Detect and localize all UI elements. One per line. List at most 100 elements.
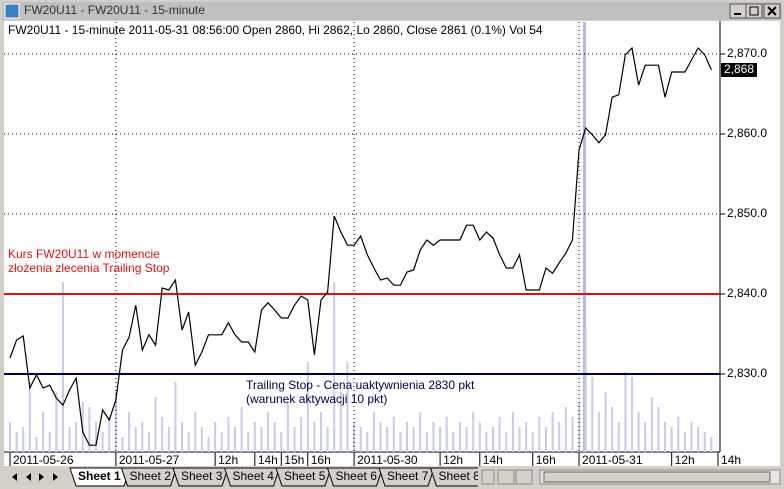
close-glyph — [767, 6, 777, 16]
sheet-tab-label[interactable]: Sheet 2 — [130, 469, 172, 483]
scroll-thumb[interactable] — [543, 471, 771, 483]
sheet-tab[interactable] — [429, 467, 486, 487]
app-icon — [4, 3, 20, 19]
volume-bar — [399, 432, 402, 452]
annotation: złożenia zlecenia Trailing Stop — [8, 261, 170, 275]
volume-bar — [637, 412, 640, 452]
volume-bar — [227, 417, 230, 452]
x-tick-label: 14h — [258, 453, 278, 467]
sheet-tab-label[interactable]: Sheet 4 — [233, 469, 275, 483]
volume-bar — [128, 412, 131, 452]
x-tick-label: 12h — [443, 453, 463, 467]
volume-bar — [670, 427, 673, 452]
x-tick-label: 2011-05-27 — [119, 453, 180, 467]
volume-bar — [293, 427, 296, 452]
minimize-button[interactable] — [729, 3, 747, 19]
title-bar — [2, 2, 782, 20]
volume-bar — [472, 412, 475, 452]
volume-bar — [353, 422, 356, 452]
lock-button[interactable] — [481, 469, 495, 485]
crosshair — [583, 22, 586, 452]
sheet-tab-label[interactable]: Sheet 3 — [181, 469, 223, 483]
volume-bar — [200, 427, 203, 452]
volume-bar — [650, 397, 653, 452]
volume-bar — [372, 412, 375, 452]
volume-bar — [267, 412, 270, 452]
volume-bar — [617, 422, 620, 452]
sheet-tab[interactable] — [172, 467, 229, 487]
y-tick-label: 2,840.0 — [727, 286, 767, 300]
y-tick-label: 2,870.0 — [727, 46, 767, 60]
info-line: FW20U11 - 15-minute 2011-05-31 08:56:00 … — [8, 23, 543, 37]
volume-bar — [147, 432, 150, 452]
chart-area — [4, 21, 780, 466]
volume-bar — [425, 432, 428, 452]
volume-bar — [319, 412, 322, 452]
volume-bar — [154, 397, 157, 452]
sheet-tab-label[interactable]: Sheet 5 — [284, 469, 326, 483]
volume-bar — [458, 422, 461, 452]
tabs: Sheet 1 Sheet 2 Sheet 3 Sheet 4 Sheet 5 Sheet… — [69, 467, 486, 487]
sheet-tab[interactable] — [69, 467, 131, 487]
volume-bar — [75, 422, 78, 452]
volume-bar — [564, 407, 567, 452]
volume-bar — [571, 417, 574, 452]
volume-bar — [260, 427, 263, 452]
tab-nav-arrows[interactable] — [12, 473, 58, 481]
annotation: Trailing Stop - Cena uaktywnienia 2830 p… — [246, 378, 475, 392]
sheet-tab[interactable] — [223, 467, 281, 487]
volume-bar — [597, 412, 600, 452]
sheet-tab[interactable] — [120, 467, 178, 487]
volume-bar — [28, 382, 31, 452]
x-tick-label: 12h — [675, 453, 695, 467]
y-tick-label: 2,830.0 — [727, 366, 767, 380]
volume-bar — [485, 432, 488, 452]
sheet-tab[interactable] — [326, 467, 384, 487]
volume-bar — [406, 422, 409, 452]
volume-bar — [419, 412, 422, 452]
volume-bar — [386, 427, 389, 452]
x-tick-label: 14h — [721, 453, 741, 467]
volume-bar — [591, 377, 594, 452]
volume-bar — [233, 427, 236, 452]
volume-bar — [604, 392, 607, 452]
sheet-tab[interactable] — [378, 467, 435, 487]
sheet-tab-label[interactable]: Sheet 7 — [387, 469, 429, 483]
volume-bar — [611, 407, 614, 452]
x-tick-label: 15h — [284, 453, 304, 467]
scroll-s-button[interactable] — [497, 469, 515, 485]
volume-bar — [703, 432, 706, 452]
volume-bar — [683, 432, 686, 452]
volume-bar — [68, 427, 71, 452]
volume-bar — [359, 427, 362, 452]
volume-bar — [247, 432, 250, 452]
volume-bar — [677, 417, 680, 452]
scroll-i-button[interactable] — [515, 469, 533, 485]
last-price-label: 2,868 — [724, 62, 754, 76]
sheet-tab-label[interactable]: Sheet 6 — [336, 469, 378, 483]
tab-nav — [4, 468, 66, 486]
volume-bar — [81, 402, 84, 452]
x-tick-label: 16h — [536, 453, 556, 467]
x-tick-label: 2011-05-30 — [357, 453, 418, 467]
volume-bar — [445, 417, 448, 452]
sheet-tab[interactable] — [275, 467, 332, 487]
tab-bar: Sheet 1 Sheet 2 Sheet 3 Sheet 4 Sheet 5 Sheet… — [4, 467, 781, 487]
x-tick-label: 2011-05-26 — [13, 453, 74, 467]
volume-bar — [505, 432, 508, 452]
volume-bar — [214, 422, 217, 452]
volume-bar — [392, 417, 395, 452]
sheet-tab-label[interactable]: Sheet 1 — [78, 469, 121, 483]
volume-bar — [558, 422, 561, 452]
volume-bar — [346, 362, 349, 452]
volume-bar — [498, 417, 501, 452]
volume-bar — [379, 422, 382, 452]
maximize-button[interactable] — [745, 3, 763, 19]
volume-bar — [478, 422, 481, 452]
volume-bar — [15, 432, 18, 452]
volume-bar — [48, 432, 51, 452]
sheet-tab-label[interactable]: Sheet 8 — [439, 469, 481, 483]
volume-bar — [240, 407, 243, 452]
